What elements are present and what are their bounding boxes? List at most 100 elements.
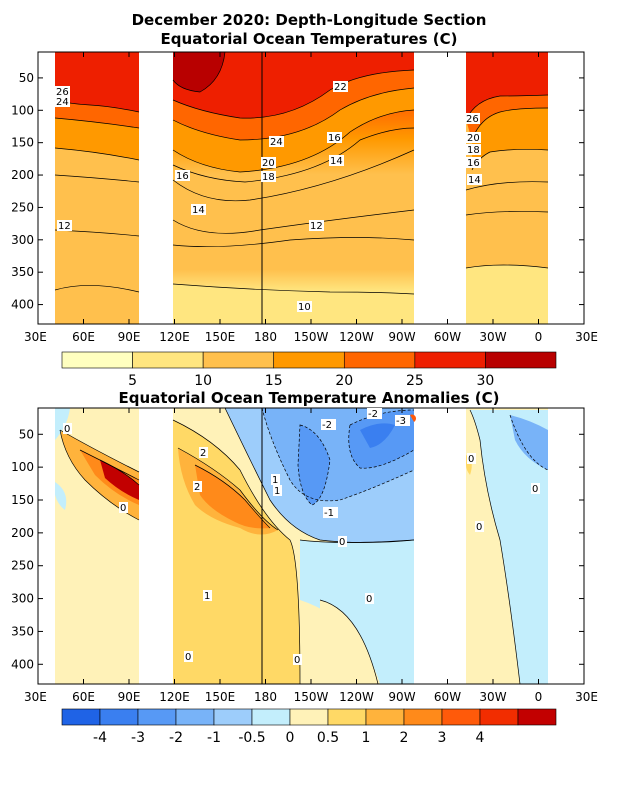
y-tick-label: 300	[11, 592, 34, 606]
contour-label-bg	[55, 86, 70, 97]
contour-label: -3	[396, 416, 406, 427]
contour-label-bg	[199, 447, 208, 458]
contour-label: 26	[56, 87, 69, 98]
colorbar-tick-label: 10	[194, 373, 212, 389]
x-tick-label: 90W	[388, 330, 415, 344]
contour-label: 0	[532, 484, 538, 495]
contour-label: 16	[176, 171, 189, 182]
contour-label-bg	[323, 507, 338, 518]
colorbar-swatch	[175, 708, 215, 726]
colorbar-swatch	[61, 351, 133, 369]
x-tick-label: 120E	[159, 690, 190, 704]
x-tick-label: 60W	[434, 690, 461, 704]
colorbar-swatch	[213, 708, 253, 726]
contour-label: 0	[185, 652, 191, 663]
contour-label: 18	[262, 172, 275, 183]
colorbar-swatch	[273, 351, 345, 369]
colorbar-tick-label: 5	[128, 373, 137, 389]
x-tick-label: 30E	[24, 690, 47, 704]
colorbar-tick-label: 3	[438, 730, 447, 746]
contour-label-bg	[271, 474, 280, 485]
colorbar-tick-label: -4	[93, 730, 107, 746]
y-tick-label: 200	[11, 526, 34, 540]
x-tick-label: 180	[254, 330, 277, 344]
y-tick-label: 200	[11, 168, 34, 182]
contour-label: 0	[64, 424, 70, 435]
x-tick-label: 90E	[118, 330, 141, 344]
colorbar-swatch	[202, 351, 275, 369]
x-tick-label: 180	[254, 690, 277, 704]
contour-label-bg	[309, 220, 324, 231]
colorbar-tick-label: 25	[406, 373, 424, 389]
colorbar-swatch	[99, 708, 139, 726]
contour-label-bg	[327, 132, 342, 143]
contour-label-bg	[466, 144, 481, 155]
x-tick-label: 30E	[24, 330, 47, 344]
title-line-1: December 2020: Depth-Longitude Section	[132, 11, 487, 29]
contour-label-bg	[273, 485, 282, 496]
x-tick-label: 150W	[294, 690, 329, 704]
y-tick-label: 150	[11, 493, 34, 507]
y-tick-label: 350	[11, 624, 34, 638]
colorbar-tick-label: 20	[335, 373, 353, 389]
x-tick-label: 150E	[205, 330, 236, 344]
contour-label: 0	[339, 537, 345, 548]
contour-label-bg	[63, 423, 72, 434]
contour-label-bg	[321, 419, 336, 430]
contour-label-bg	[367, 408, 382, 419]
colorbar-swatch	[343, 351, 416, 369]
colorbar-tick-label: 1	[362, 730, 371, 746]
colorbar-tick-label: 30	[477, 373, 495, 389]
title-line-3: Equatorial Ocean Temperature Anomalies (…	[119, 389, 500, 407]
contour-label-bg	[119, 502, 128, 513]
colorbar-swatch	[517, 708, 557, 726]
temperature-x-axis: 30E 60E 90E 120E 150E 180 150W 120W 90W 60W 30W 0 30…	[24, 52, 598, 344]
x-tick-label: 30E	[575, 690, 598, 704]
colorbar-tick-label: 15	[265, 373, 283, 389]
colorbar-tick-label: -0.5	[238, 730, 265, 746]
contour-label-bg	[203, 590, 212, 601]
contour-label-bg	[338, 536, 347, 547]
contour-label: 0	[120, 503, 126, 514]
contour-label-bg	[465, 113, 480, 124]
colorbar-swatch	[61, 708, 101, 726]
contour-label-bg	[193, 481, 202, 492]
contour-label: 16	[467, 158, 480, 169]
x-tick-label: 30W	[479, 330, 506, 344]
y-tick-label: 250	[11, 200, 34, 214]
temperature-field	[54, 52, 549, 324]
y-tick-label: 250	[11, 559, 34, 573]
contour-label-bg	[55, 96, 70, 107]
contour-label-bg	[191, 204, 206, 215]
contour-label: 1	[272, 475, 278, 486]
contour-label-bg	[269, 136, 284, 147]
contour-label-bg	[261, 157, 276, 168]
contour-label: 0	[468, 454, 474, 465]
contour-label: 14	[192, 205, 205, 216]
colorbar-tick-label: 0	[286, 730, 295, 746]
contour-label-bg	[475, 521, 484, 532]
anomaly-colorbar: -4 -3 -2 -1 -0.5 0 0.5 1 2 3 4	[61, 708, 557, 746]
contour-label: 12	[310, 221, 323, 232]
contour-label: -1	[324, 508, 334, 519]
contour-label: 18	[467, 145, 480, 156]
contour-label: -2	[322, 420, 332, 431]
contour-label: 10	[298, 302, 311, 313]
x-tick-label: 30W	[479, 690, 506, 704]
contour-label-bg	[175, 170, 190, 181]
y-tick-label: 300	[11, 233, 34, 247]
colorbar-tick-label: 2	[400, 730, 409, 746]
contour-label-bg	[184, 651, 193, 662]
contour-label-bg	[261, 171, 276, 182]
colorbar-tick-label: -3	[131, 730, 145, 746]
x-tick-label: 90E	[118, 690, 141, 704]
contour-label-bg	[395, 415, 410, 426]
contour-label: 14	[468, 175, 481, 186]
contour-label: 14	[330, 156, 343, 167]
contour-label-bg	[466, 157, 481, 168]
contour-label: 20	[467, 133, 480, 144]
colorbar-swatch	[132, 351, 204, 369]
